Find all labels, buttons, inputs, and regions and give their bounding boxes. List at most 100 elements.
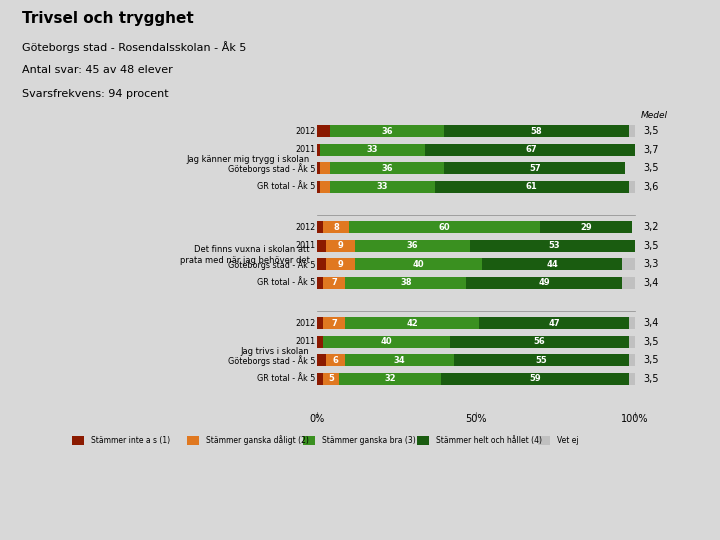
- Bar: [303, 436, 315, 445]
- Bar: [629, 354, 635, 367]
- Bar: [425, 144, 638, 156]
- Text: 3,6: 3,6: [643, 182, 659, 192]
- Bar: [467, 276, 622, 289]
- Text: 59: 59: [529, 374, 541, 383]
- Text: 57: 57: [529, 164, 541, 173]
- Text: 32: 32: [384, 374, 396, 383]
- Text: 3,4: 3,4: [643, 278, 659, 288]
- Text: Det finns vuxna i skolan att
prata med när jag behöver det: Det finns vuxna i skolan att prata med n…: [180, 245, 310, 265]
- Text: 36: 36: [407, 241, 418, 250]
- Text: Stämmer ganska dåligt (2): Stämmer ganska dåligt (2): [206, 435, 309, 445]
- Bar: [629, 317, 635, 329]
- Text: 40: 40: [413, 260, 425, 269]
- Text: 55: 55: [535, 356, 547, 364]
- Text: 8: 8: [333, 222, 339, 232]
- Text: 3,5: 3,5: [643, 126, 659, 136]
- Text: Jag trivs i skolan: Jag trivs i skolan: [241, 347, 310, 355]
- Bar: [435, 180, 629, 193]
- Bar: [323, 373, 339, 385]
- Text: 47: 47: [548, 319, 559, 328]
- Bar: [317, 125, 330, 138]
- Text: Jag känner mig trygg i skolan: Jag känner mig trygg i skolan: [186, 154, 310, 164]
- Bar: [539, 221, 632, 233]
- Bar: [323, 221, 348, 233]
- Text: 3,4: 3,4: [643, 318, 659, 328]
- Text: 34: 34: [394, 356, 405, 364]
- Bar: [346, 354, 454, 367]
- Text: 9: 9: [338, 260, 343, 269]
- Bar: [629, 373, 635, 385]
- Text: GR total - Åk 5: GR total - Åk 5: [257, 374, 315, 383]
- Bar: [323, 335, 451, 348]
- Bar: [348, 221, 539, 233]
- Text: 36: 36: [381, 164, 392, 173]
- Bar: [479, 317, 629, 329]
- Bar: [355, 240, 469, 252]
- Bar: [317, 276, 323, 289]
- Bar: [629, 335, 635, 348]
- Bar: [629, 125, 635, 138]
- Bar: [320, 144, 425, 156]
- Text: Göteborgs stad - Åk 5: Göteborgs stad - Åk 5: [228, 163, 315, 174]
- Text: 50%: 50%: [465, 414, 487, 424]
- Text: Göteborgs stad - Åk 5: Göteborgs stad - Åk 5: [228, 259, 315, 269]
- Text: Göteborgs stad - Rosendalsskolan - Åk 5: Göteborgs stad - Rosendalsskolan - Åk 5: [22, 41, 246, 53]
- Text: 38: 38: [400, 278, 412, 287]
- Text: Trivsel och trygghet: Trivsel och trygghet: [22, 11, 194, 26]
- Bar: [317, 180, 320, 193]
- Bar: [320, 162, 330, 174]
- Text: 33: 33: [377, 183, 388, 191]
- Bar: [444, 162, 626, 174]
- Bar: [346, 317, 479, 329]
- Text: 3,7: 3,7: [643, 145, 659, 155]
- Bar: [330, 180, 435, 193]
- Text: 42: 42: [406, 319, 418, 328]
- Text: 3,5: 3,5: [643, 374, 659, 384]
- Text: 3,3: 3,3: [643, 259, 659, 269]
- Text: 61: 61: [526, 183, 538, 191]
- Bar: [317, 335, 323, 348]
- Text: 56: 56: [534, 338, 546, 346]
- Bar: [444, 125, 629, 138]
- Bar: [355, 258, 482, 271]
- Bar: [317, 258, 326, 271]
- Text: Svarsfrekvens: 94 procent: Svarsfrekvens: 94 procent: [22, 89, 168, 99]
- Bar: [441, 373, 629, 385]
- Text: 7: 7: [331, 319, 337, 328]
- Text: 49: 49: [539, 278, 550, 287]
- Text: 60: 60: [438, 222, 450, 232]
- Text: 2011: 2011: [295, 145, 315, 154]
- Text: 58: 58: [531, 127, 542, 136]
- Text: GR total - Åk 5: GR total - Åk 5: [257, 183, 315, 191]
- Text: 3,2: 3,2: [643, 222, 659, 232]
- Bar: [323, 317, 346, 329]
- Text: 2012: 2012: [295, 319, 315, 328]
- Bar: [339, 373, 441, 385]
- Text: Antal svar: 45 av 48 elever: Antal svar: 45 av 48 elever: [22, 65, 172, 75]
- Text: 2012: 2012: [295, 127, 315, 136]
- Text: Göteborgs stad - Åk 5: Göteborgs stad - Åk 5: [228, 355, 315, 366]
- Text: 3,5: 3,5: [643, 355, 659, 365]
- Bar: [317, 240, 326, 252]
- Text: 7: 7: [331, 278, 337, 287]
- Bar: [539, 436, 550, 445]
- Text: 3,5: 3,5: [643, 241, 659, 251]
- Text: 2011: 2011: [295, 338, 315, 346]
- Bar: [317, 221, 323, 233]
- Bar: [454, 354, 629, 367]
- Text: Stämmer ganska bra (3): Stämmer ganska bra (3): [323, 436, 416, 444]
- Bar: [326, 240, 355, 252]
- Bar: [346, 276, 467, 289]
- Text: 5: 5: [328, 374, 334, 383]
- Bar: [326, 258, 355, 271]
- Bar: [317, 373, 323, 385]
- Text: 2012: 2012: [295, 222, 315, 232]
- Bar: [317, 162, 320, 174]
- Text: 6: 6: [333, 356, 339, 364]
- Bar: [629, 180, 638, 193]
- Bar: [323, 276, 346, 289]
- Text: 9: 9: [338, 241, 343, 250]
- Bar: [482, 258, 622, 271]
- Bar: [417, 436, 428, 445]
- Text: 40: 40: [381, 338, 392, 346]
